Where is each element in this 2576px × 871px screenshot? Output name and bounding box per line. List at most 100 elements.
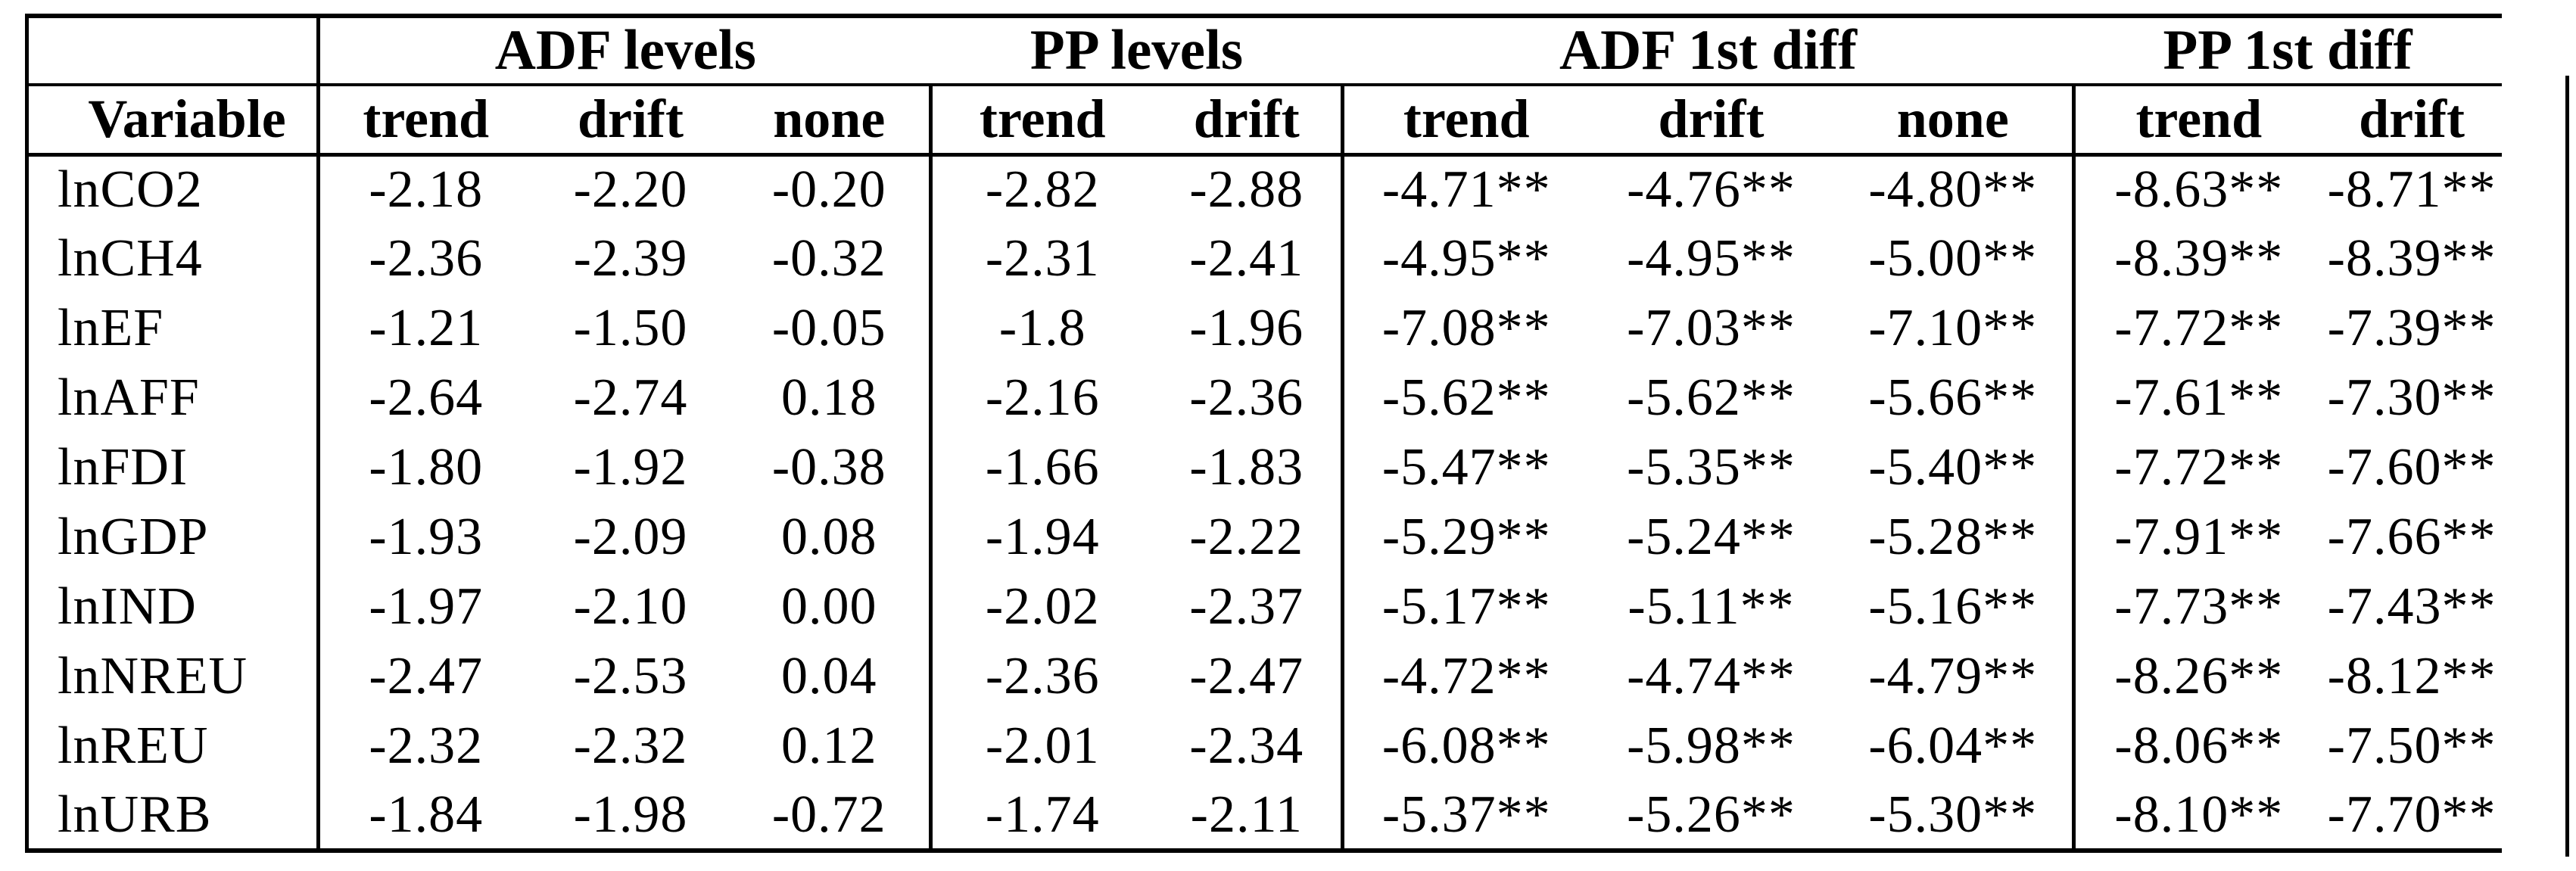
column-header-ppd-trend: trend: [2072, 85, 2322, 157]
column-header-row: Variable trend drift none trend drift tr…: [26, 85, 2502, 157]
value-cell: -8.12**: [2327, 647, 2497, 705]
value-cell: -0.32: [771, 229, 886, 288]
variable-cell: lnNREU: [58, 647, 248, 705]
value-cell: -1.80: [316, 433, 532, 502]
value-cell: -2.36: [316, 224, 532, 294]
value-cell: -8.63**: [2072, 154, 2322, 224]
value-cell: -0.38: [771, 438, 886, 496]
group-header-adf-1st-diff: ADF 1st diff: [1342, 16, 2074, 86]
value-cell: -4.80**: [1868, 160, 2038, 219]
variable-cell: lnCH4: [58, 229, 203, 288]
value-cell: -2.32: [316, 711, 532, 781]
column-header-adf-trend: trend: [316, 85, 532, 157]
table-row: lnCO2 -2.18 -2.20 -0.20 -2.82 -2.88 -4.71** -4.…: [27, 154, 2502, 224]
variable-cell: lnFDI: [58, 438, 188, 496]
value-cell: 0.18: [781, 369, 877, 427]
value-cell: -5.11**: [1628, 577, 1795, 636]
value-cell: -1.21: [316, 294, 532, 363]
value-cell: -2.09: [573, 508, 688, 566]
value-cell: -5.28**: [1868, 508, 2038, 566]
value-cell: -1.96: [1189, 299, 1304, 357]
variable-cell: lnCO2: [58, 160, 203, 219]
value-cell: -7.60**: [2327, 438, 2497, 496]
value-cell: -2.47: [1189, 647, 1304, 705]
table-row: lnURB -1.84 -1.98 -0.72 -1.74 -2.11 -5.37** -5.…: [27, 781, 2502, 851]
value-cell: -6.04**: [1868, 717, 2038, 775]
value-cell: -7.10**: [1868, 299, 2038, 357]
value-cell: -5.66**: [1868, 369, 2038, 427]
value-cell: -4.71**: [1341, 154, 1589, 224]
value-cell: -5.00**: [1868, 229, 2038, 288]
value-cell: -0.72: [771, 785, 886, 844]
value-cell: -1.94: [929, 502, 1153, 572]
value-cell: -1.84: [316, 781, 532, 851]
value-cell: -1.97: [316, 572, 532, 642]
value-cell: -2.31: [929, 224, 1153, 294]
value-cell: -4.76**: [1627, 160, 1796, 219]
group-header-pp-1st-diff: PP 1st diff: [2073, 16, 2502, 86]
value-cell: -7.50**: [2327, 717, 2497, 775]
variable-cell: lnREU: [58, 717, 209, 775]
value-cell: -8.26**: [2072, 642, 2322, 711]
value-cell: -4.72**: [1341, 642, 1589, 711]
value-cell: -8.10**: [2072, 781, 2322, 851]
value-cell: -7.72**: [2072, 294, 2322, 363]
value-cell: -7.91**: [2072, 502, 2322, 572]
value-cell: -0.20: [771, 160, 886, 219]
value-cell: -2.34: [1189, 717, 1304, 775]
value-cell: -1.66: [929, 433, 1153, 502]
value-cell: -1.74: [929, 781, 1153, 851]
table-body: lnCO2 -2.18 -2.20 -0.20 -2.82 -2.88 -4.71** -4.…: [27, 154, 2502, 851]
value-cell: -4.74**: [1627, 647, 1796, 705]
value-cell: 0.12: [781, 717, 877, 775]
column-header-pp-trend: trend: [929, 85, 1153, 157]
value-cell: -1.83: [1189, 438, 1304, 496]
value-cell: -1.50: [573, 299, 688, 357]
group-header-pp-levels: PP levels: [930, 16, 1343, 86]
value-cell: -5.30**: [1868, 785, 2038, 844]
page-right-rule: [2565, 76, 2569, 857]
table-row: lnCH4 -2.36 -2.39 -0.32 -2.31 -2.41 -4.95** -4.…: [27, 224, 2502, 294]
value-cell: -2.47: [316, 642, 532, 711]
value-cell: -2.02: [929, 572, 1153, 642]
value-cell: -1.8: [929, 294, 1153, 363]
variable-cell: lnIND: [58, 577, 197, 636]
value-cell: -2.64: [316, 363, 532, 433]
column-header-adfd-trend: trend: [1341, 85, 1589, 157]
value-cell: -2.11: [1190, 785, 1303, 844]
group-header-adf-levels: ADF levels: [316, 16, 931, 86]
value-cell: -2.01: [929, 711, 1153, 781]
group-header-row: ADF levels PP levels ADF 1st diff PP 1st…: [26, 16, 2502, 86]
value-cell: -2.32: [573, 717, 688, 775]
value-cell: -0.05: [771, 299, 886, 357]
value-cell: -2.41: [1189, 229, 1304, 288]
value-cell: -4.95**: [1627, 229, 1796, 288]
corner-cell: [26, 16, 319, 86]
value-cell: -8.39**: [2327, 229, 2497, 288]
variable-cell: lnAFF: [58, 369, 200, 427]
value-cell: -8.71**: [2327, 160, 2497, 219]
variable-cell: lnGDP: [58, 508, 209, 566]
value-cell: -2.22: [1189, 508, 1304, 566]
value-cell: -2.53: [573, 647, 688, 705]
value-cell: -7.61**: [2072, 363, 2322, 433]
value-cell: -5.40**: [1868, 438, 2038, 496]
column-header-variable: Variable: [26, 85, 319, 157]
value-cell: -5.24**: [1627, 508, 1796, 566]
column-header-adf-drift: drift: [531, 85, 730, 157]
value-cell: -2.88: [1189, 160, 1304, 219]
value-cell: -2.10: [573, 577, 688, 636]
variable-cell: lnURB: [58, 785, 212, 844]
value-cell: -2.39: [573, 229, 688, 288]
value-cell: -8.39**: [2072, 224, 2322, 294]
table-row: lnEF -1.21 -1.50 -0.05 -1.8 -1.96 -7.08** -7.03…: [27, 294, 2502, 363]
value-cell: -7.73**: [2072, 572, 2322, 642]
value-cell: 0.00: [781, 577, 877, 636]
value-cell: -7.70**: [2327, 785, 2497, 844]
table-row: lnAFF -2.64 -2.74 0.18 -2.16 -2.36 -5.62** -5.6…: [27, 363, 2502, 433]
value-cell: -5.35**: [1627, 438, 1796, 496]
table-header: ADF levels PP levels ADF 1st diff PP 1st…: [26, 16, 2502, 157]
value-cell: -2.36: [929, 642, 1153, 711]
value-cell: -7.72**: [2072, 433, 2322, 502]
